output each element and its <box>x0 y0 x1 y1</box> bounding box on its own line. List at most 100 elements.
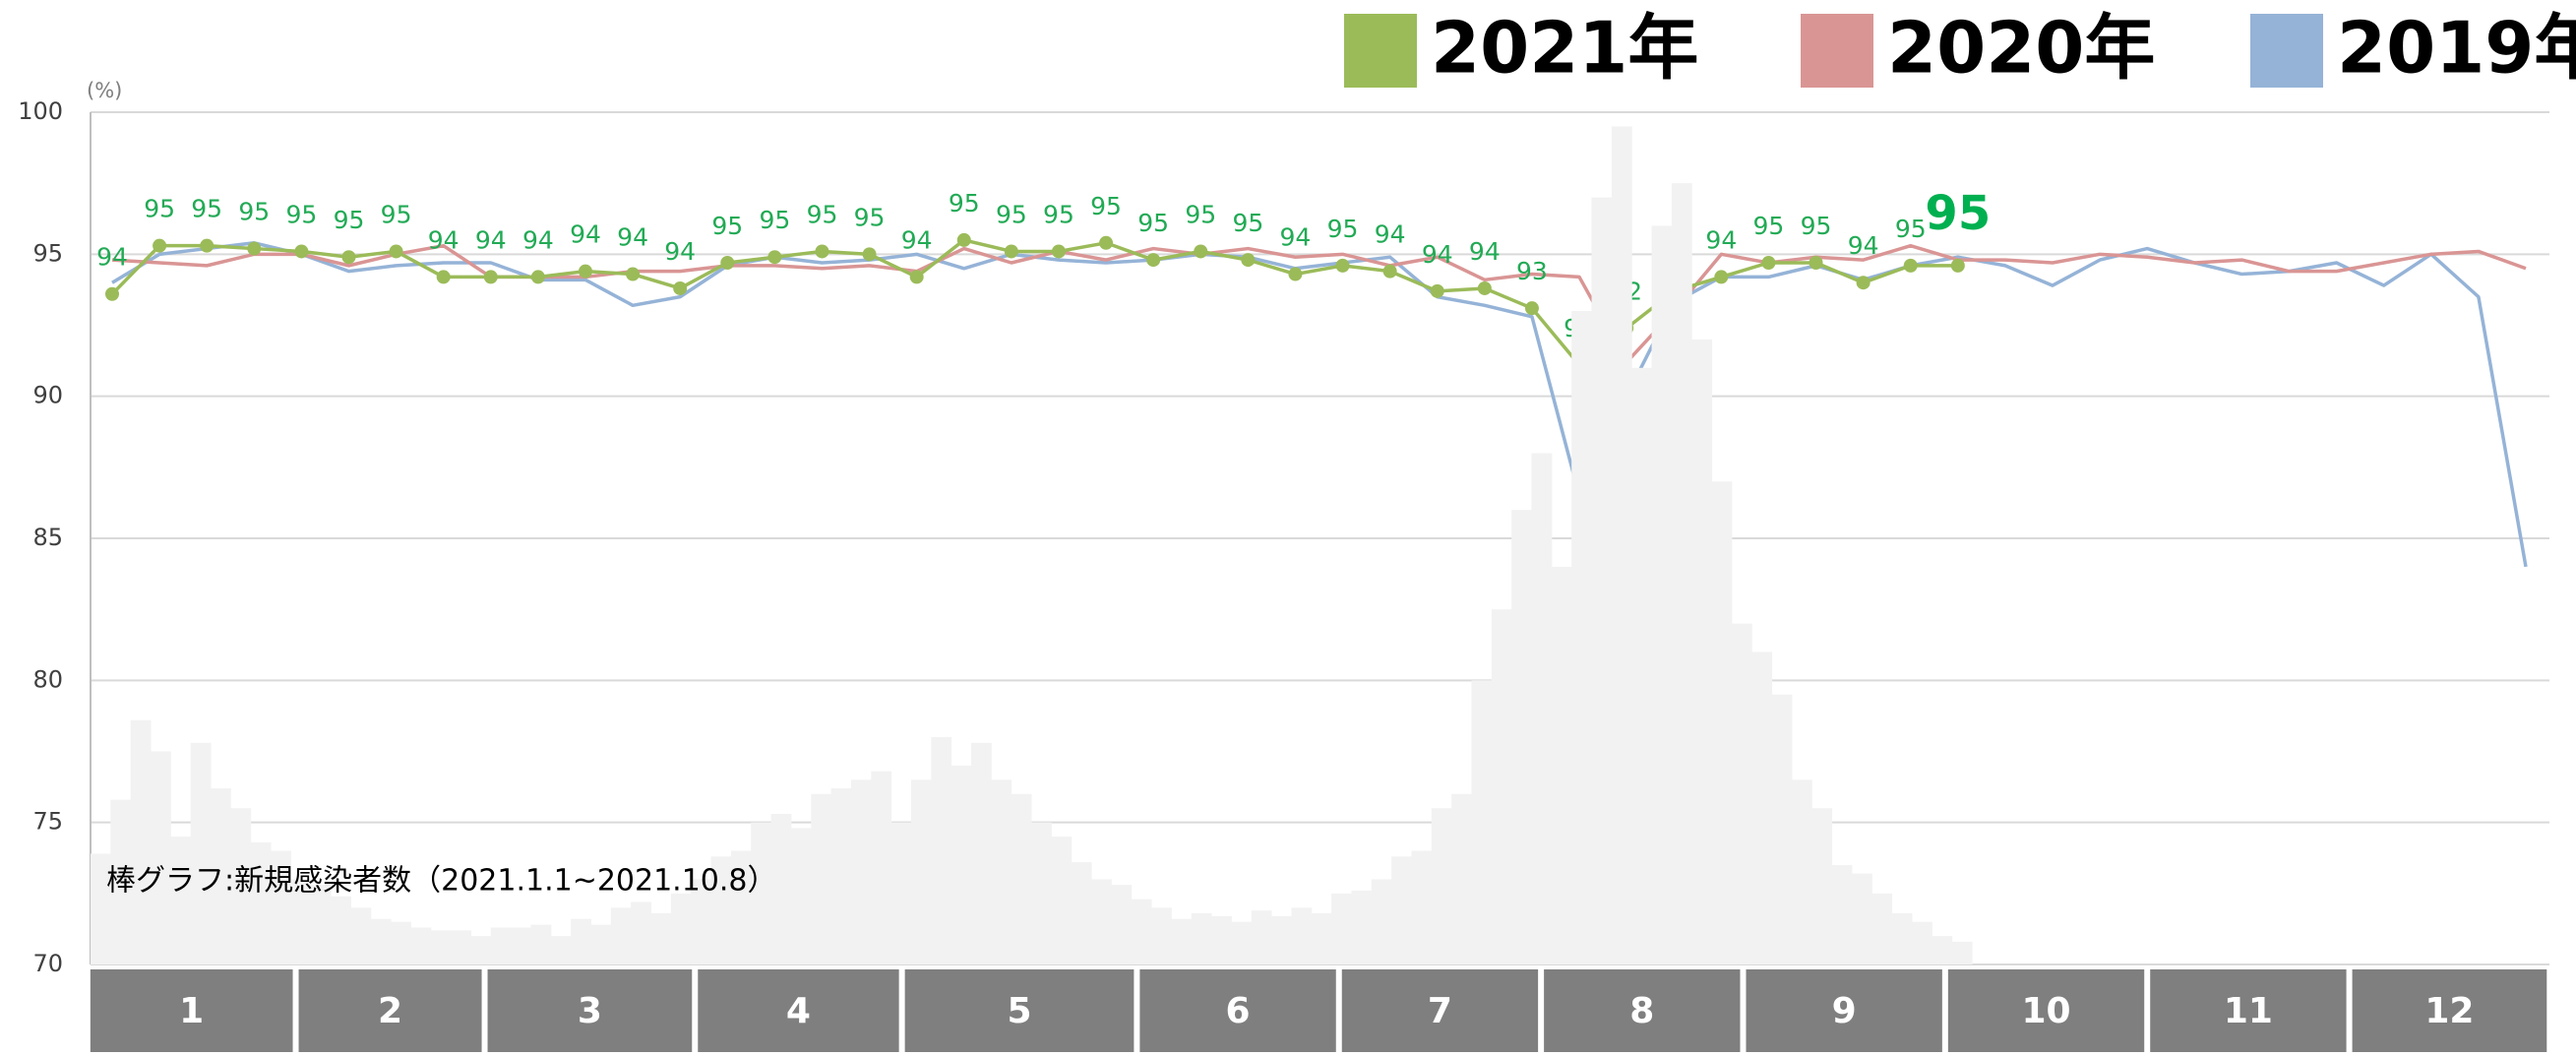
marker <box>1809 255 1823 270</box>
data-label: 94 <box>522 225 554 254</box>
month-band <box>904 969 1135 1052</box>
case-bar <box>230 808 252 964</box>
case-bar <box>1391 856 1412 964</box>
marker <box>1194 244 1208 259</box>
case-bar <box>1711 481 1733 964</box>
case-bar <box>691 879 712 964</box>
case-bar <box>1791 779 1812 964</box>
case-bar <box>1651 225 1673 964</box>
case-bar <box>1131 899 1152 964</box>
data-label: 95 <box>807 200 838 228</box>
case-bar <box>1531 453 1553 964</box>
data-label: 95 <box>334 206 365 234</box>
marker <box>1430 283 1444 298</box>
legend-swatch <box>1801 14 1873 88</box>
case-bar <box>1631 367 1653 964</box>
case-bar <box>1251 910 1272 964</box>
data-label: 94 <box>1375 220 1406 249</box>
data-label: 95 <box>996 200 1027 228</box>
y-tick-label: 75 <box>32 808 63 836</box>
case-bar <box>190 742 212 964</box>
grid: 70 75 80 85 90 95 100 <box>18 97 2549 977</box>
case-bar <box>850 779 872 964</box>
case-bar <box>1371 879 1392 964</box>
case-bar <box>550 936 572 964</box>
case-bar <box>590 924 612 964</box>
case-bar <box>1151 907 1172 964</box>
legend: 2021年 2020年 2019年 <box>1344 7 2576 90</box>
case-bar <box>1871 893 1893 964</box>
case-bar <box>1011 793 1032 964</box>
case-bar <box>110 799 132 964</box>
x-tick-label: 3 <box>578 991 602 1031</box>
data-label: 95 <box>1801 212 1832 240</box>
case-bar <box>1611 126 1632 964</box>
data-label: 94 <box>1280 223 1312 252</box>
marker <box>626 267 641 281</box>
case-bar <box>511 927 531 964</box>
case-bar <box>1831 864 1853 964</box>
data-label: 95 <box>144 195 175 223</box>
month-band <box>1139 969 1336 1052</box>
marker <box>1051 244 1066 259</box>
x-tick-label: 9 <box>1832 991 1857 1031</box>
data-label: 95 <box>285 200 317 228</box>
case-bar <box>751 822 772 964</box>
marker <box>956 232 971 247</box>
marker <box>483 270 498 284</box>
month-axis: 1 2 3 4 5 6 7 8 9 10 11 12 <box>90 969 2547 1052</box>
marker <box>1004 244 1018 259</box>
marker <box>200 238 215 253</box>
month-band <box>1746 969 1942 1052</box>
case-bar <box>1071 862 1092 964</box>
marker <box>720 255 735 270</box>
data-label: 95 <box>854 203 886 231</box>
data-label: 95 <box>1925 186 1991 241</box>
data-label: 95 <box>381 200 412 228</box>
month-band <box>90 969 293 1052</box>
marker <box>389 244 403 259</box>
marker <box>1761 255 1776 270</box>
marker <box>767 250 782 265</box>
month-band <box>1947 969 2145 1052</box>
legend-swatch <box>1344 14 1417 88</box>
x-tick-label: 7 <box>1428 991 1452 1031</box>
case-bar <box>1351 890 1373 964</box>
data-label: 95 <box>1090 192 1122 220</box>
case-bar <box>170 837 192 964</box>
marker <box>1903 258 1918 273</box>
case-bar <box>631 901 652 964</box>
case-bar <box>910 779 932 964</box>
marker <box>1950 258 1965 273</box>
marker <box>1714 270 1729 284</box>
y-tick-label: 95 <box>32 239 63 267</box>
case-bar <box>290 879 312 964</box>
case-bar <box>1211 915 1232 964</box>
case-bar <box>1191 913 1212 964</box>
case-bar <box>451 930 471 964</box>
case-bar <box>1751 652 1773 964</box>
y-unit: (%) <box>87 79 122 102</box>
case-bar <box>1671 183 1692 964</box>
case-bar <box>271 850 291 964</box>
y-tick-label: 80 <box>32 665 63 693</box>
marker <box>909 270 924 284</box>
x-tick-label: 2 <box>378 991 402 1031</box>
case-bar <box>1451 793 1472 964</box>
data-label: 94 <box>901 225 933 254</box>
marker <box>1146 253 1161 268</box>
case-bar <box>250 841 272 964</box>
month-band <box>2352 969 2547 1052</box>
x-tick-label: 8 <box>1629 991 1654 1031</box>
marker <box>673 280 688 295</box>
marker <box>1477 280 1492 295</box>
data-label: 94 <box>570 220 601 249</box>
case-bar <box>610 907 632 964</box>
case-bar <box>1031 822 1052 964</box>
marker <box>530 270 545 284</box>
month-band <box>1341 969 1539 1052</box>
x-tick-label: 12 <box>2424 991 2474 1031</box>
data-label: 94 <box>428 225 460 254</box>
case-bar <box>350 907 372 964</box>
